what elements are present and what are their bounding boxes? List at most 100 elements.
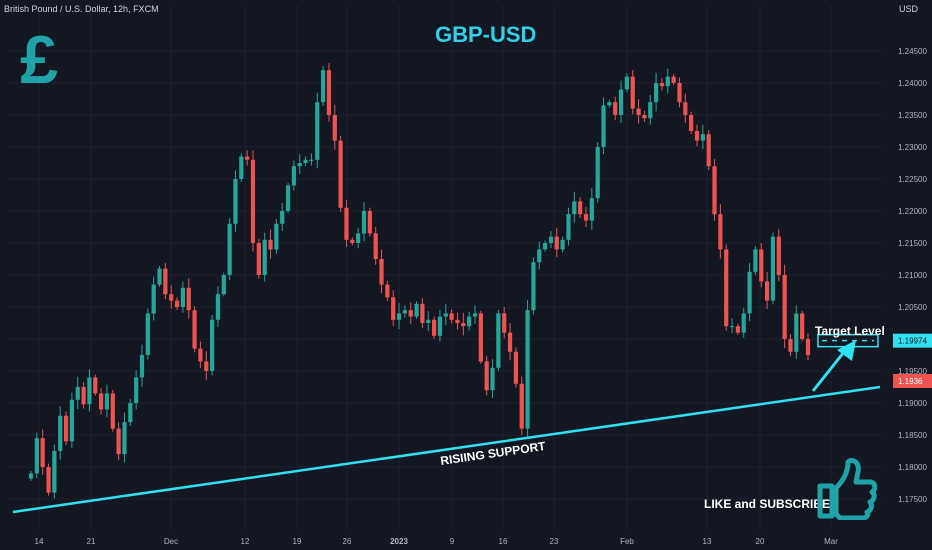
candle-down [484, 361, 489, 391]
y-tick-label: 1.24500 [898, 47, 927, 56]
candle-down [256, 243, 261, 275]
candle-down [385, 284, 390, 298]
candle-up [589, 198, 594, 221]
x-tick-label: 21 [87, 537, 96, 546]
candle-up [180, 287, 185, 307]
candle-up [525, 310, 530, 429]
candle-up [437, 316, 443, 336]
candle-down [192, 310, 197, 349]
candle-down [420, 303, 425, 323]
y-tick-label: 1.18500 [898, 431, 927, 440]
x-tick-label: Feb [620, 537, 634, 546]
x-tick-label: 2023 [390, 537, 408, 546]
x-tick-label: 19 [293, 537, 302, 546]
candle-up [139, 355, 145, 378]
candle-up [414, 303, 419, 317]
candle-down [759, 249, 764, 282]
candle-up [747, 271, 752, 314]
candle-up [566, 214, 571, 240]
candle-down [671, 76, 676, 83]
candle-up [601, 105, 606, 147]
candle-up [297, 163, 302, 167]
candle-up [227, 223, 232, 275]
y-tick-label: 1.19000 [898, 399, 927, 408]
candle-down [578, 201, 583, 215]
y-tick-label: 1.24000 [898, 79, 927, 88]
candle-up [309, 159, 314, 161]
y-tick-label: 1.22000 [898, 207, 927, 216]
candle-down [507, 332, 513, 352]
y-tick-label: 1.21000 [898, 271, 927, 280]
candle-up [537, 249, 542, 263]
candle-down [250, 159, 256, 243]
candle-up [607, 102, 612, 106]
candle-down [449, 313, 454, 320]
candle-up [361, 211, 367, 234]
candle-up [472, 313, 478, 317]
candlestick-series [28, 63, 811, 499]
candle-down [735, 326, 740, 333]
x-tick-label: 20 [756, 537, 765, 546]
candle-down [338, 140, 343, 208]
candle-down [455, 319, 460, 323]
candle-up [291, 166, 296, 186]
candle-down [782, 275, 787, 339]
candle-down [513, 351, 518, 384]
candle-down [694, 131, 700, 141]
candle-up [595, 147, 600, 199]
candle-up [356, 233, 361, 243]
x-tick-label: Mar [824, 537, 838, 546]
candle-down [391, 297, 396, 320]
candle-up [34, 438, 39, 474]
candle-up [239, 156, 244, 179]
candle-up [618, 89, 624, 115]
candle-down [63, 415, 69, 442]
candle-up [52, 451, 57, 493]
candle-up [285, 185, 291, 211]
axis-currency: USD [899, 4, 919, 14]
x-tick-label: Dec [164, 537, 178, 546]
candle-down [93, 377, 98, 394]
target-arrow-head [837, 340, 856, 361]
candle-down [800, 313, 805, 339]
target-label: Target Level [815, 324, 885, 338]
candle-up [28, 473, 34, 479]
candle-down [630, 76, 635, 109]
candle-up [210, 319, 215, 371]
rising-support-line [12, 385, 881, 514]
candle-down [519, 383, 524, 429]
symbol-header: British Pound / U.S. Dollar, 12h, FXCM [4, 4, 159, 14]
y-tick-label: 1.18000 [898, 463, 927, 472]
candle-down [408, 310, 413, 317]
candle-down [677, 83, 682, 103]
candle-down [169, 294, 174, 301]
candle-down [776, 236, 781, 275]
candle-up [560, 239, 565, 250]
candle-down [659, 83, 665, 87]
candle-up [770, 236, 776, 301]
last-price-tag [893, 373, 932, 388]
y-tick-label: 1.21500 [898, 239, 927, 248]
candle-down [432, 319, 437, 336]
candle-down [116, 428, 121, 455]
candle-up [157, 268, 162, 285]
y-tick-label: 1.23000 [898, 143, 927, 152]
candle-down [174, 300, 180, 307]
candle-down [379, 259, 384, 285]
y-tick-label: 1.19500 [898, 367, 927, 376]
x-tick-label: 23 [550, 537, 559, 546]
candle-up [280, 211, 285, 224]
x-tick-label: 12 [241, 537, 250, 546]
candle-down [683, 102, 688, 115]
last-price-label: 1.1936 [898, 377, 923, 386]
candle-down [788, 339, 793, 352]
candle-down [332, 115, 337, 141]
candle-up [262, 239, 267, 275]
candle-up [151, 284, 156, 314]
candle-down [373, 233, 378, 259]
candle-up [443, 313, 448, 317]
candle-up [572, 201, 577, 215]
y-tick-label: 1.17500 [898, 495, 927, 504]
candle-up [396, 313, 402, 320]
